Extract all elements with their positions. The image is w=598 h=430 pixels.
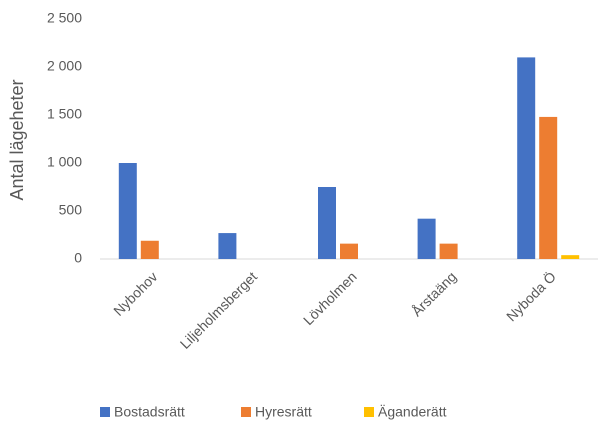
y-tick-label: 1 500 [47,106,82,122]
bar [340,243,358,259]
legend-label: Äganderätt [378,404,447,420]
bar [539,116,558,259]
bar [417,218,436,259]
x-tick-label: Årstaäng [408,268,459,319]
bar [140,240,159,259]
y-tick-label: 2 500 [47,10,82,26]
x-tick-label: Nybohov [110,268,160,318]
bar [118,163,137,259]
bar [561,255,580,259]
bar [517,57,536,260]
legend-label: Bostadsrätt [114,404,185,420]
bar [218,233,237,259]
x-tick-label: Nyboda Ö [502,268,559,325]
y-tick-label: 1 000 [47,154,82,170]
legend-label: Hyresrätt [255,404,312,420]
x-tick-label: Lövholmen [300,268,360,328]
y-tick-label: 2 000 [47,58,82,74]
y-tick-label: 500 [59,202,83,218]
legend-swatch [364,407,374,417]
x-tick-label: Liljeholmsberget [177,268,260,351]
legend-swatch [100,407,110,417]
bar [318,187,336,259]
y-tick-label: 0 [74,250,82,266]
legend-swatch [241,407,251,417]
bar [439,243,458,259]
y-axis-label: Antal lägeheter [7,79,27,200]
